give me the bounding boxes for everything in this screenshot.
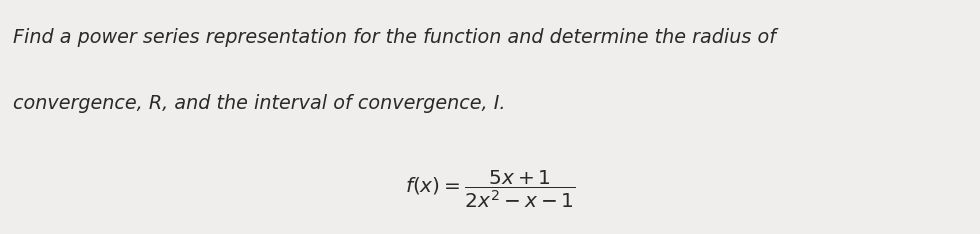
Text: $\mathit{f(x)} = \dfrac{5x + 1}{2x^2 - x - 1}$: $\mathit{f(x)} = \dfrac{5x + 1}{2x^2 - x… (405, 168, 575, 210)
Text: convergence, R, and the interval of convergence, I.: convergence, R, and the interval of conv… (13, 94, 506, 113)
Text: Find a power series representation for the function and determine the radius of: Find a power series representation for t… (13, 28, 776, 47)
